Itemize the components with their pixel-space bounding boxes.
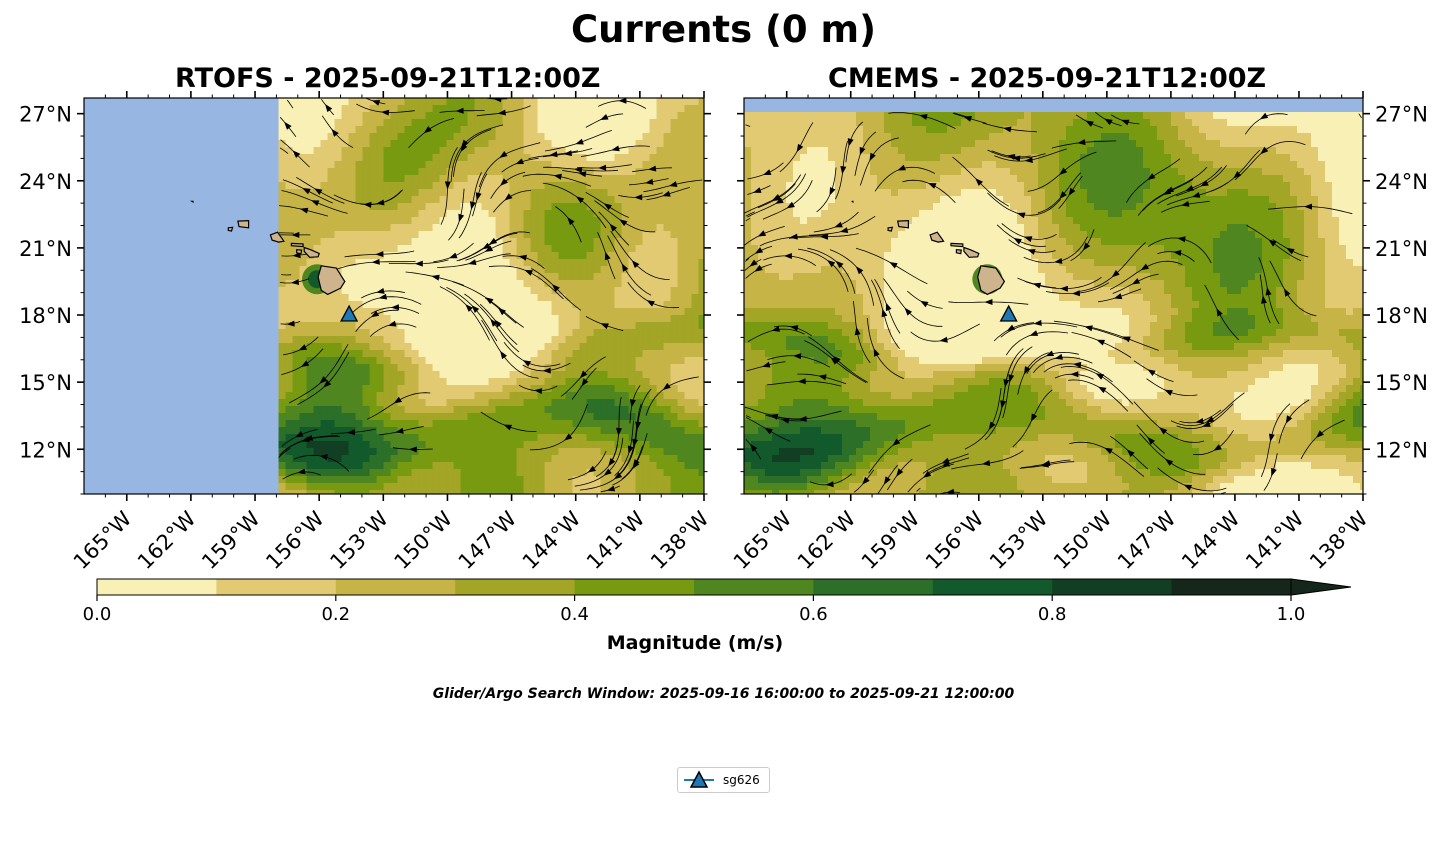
current-magnitude-field — [744, 112, 1363, 494]
map-frame — [743, 97, 1364, 495]
island-kauai — [237, 219, 250, 229]
island-molokai — [290, 242, 304, 248]
rtofs-map-panel: 165°W162°W159°W156°W153°W150°W147°W144°W… — [19, 91, 714, 574]
map-area — [744, 98, 1363, 494]
island-niihau — [887, 226, 894, 232]
lon-tick-label: 150°W — [1049, 506, 1117, 574]
island-kauai — [896, 219, 910, 229]
lat-tick-label: 27°N — [1375, 103, 1428, 127]
colorbar-segment — [1171, 579, 1292, 595]
colorbar-segment — [335, 579, 456, 595]
glider-sg626-marker — [999, 304, 1018, 322]
lat-tick-label: 24°N — [1375, 170, 1428, 194]
map-area — [84, 98, 704, 494]
colorbar-tick-label: 0.2 — [321, 604, 351, 625]
colorbar-segment — [1052, 579, 1173, 595]
colorbar-segment — [694, 579, 814, 595]
lat-tick-label: 21°N — [1375, 237, 1428, 261]
island-lanai — [955, 249, 962, 255]
island-niihau — [227, 226, 234, 232]
glider-legend-marker-icon — [689, 770, 709, 788]
hawaiian-islands — [851, 200, 1006, 296]
magnitude-colorbar — [96, 578, 1352, 601]
lon-tick-label: 153°W — [325, 506, 393, 574]
lat-tick-label: 12°N — [1375, 438, 1428, 462]
island-nihoa — [851, 200, 854, 204]
lon-tick-label: 147°W — [1113, 506, 1181, 574]
lon-tick-label: 159°W — [857, 506, 925, 574]
lon-tick-label: 144°W — [518, 506, 586, 574]
hawaiian-islands — [189, 200, 346, 296]
search-window-text: Glider/Argo Search Window: 2025-09-16 16… — [432, 686, 1015, 702]
colorbar-tick-label: 0.0 — [82, 604, 112, 625]
lat-tick-label: 15°N — [1375, 371, 1428, 395]
island-hawaii — [317, 265, 346, 296]
island-oahu — [269, 231, 285, 243]
colorbar-label: Magnitude (m/s) — [606, 632, 784, 654]
lon-tick-label: 156°W — [261, 506, 329, 574]
colorbar-tick-label: 0.8 — [1037, 604, 1067, 625]
island-lanai — [296, 249, 303, 255]
island-maui — [963, 246, 980, 258]
lon-tick-label: 141°W — [582, 506, 650, 574]
map-frame — [83, 97, 705, 495]
colorbar-tick-label: 0.4 — [560, 604, 589, 625]
lat-tick-label: 21°N — [19, 237, 72, 261]
colorbar-segment — [932, 579, 1053, 595]
lat-tick-label: 27°N — [19, 103, 72, 127]
streamline-arrows — [284, 98, 678, 492]
lon-tick-label: 141°W — [1241, 506, 1309, 574]
lat-tick-label: 18°N — [1375, 304, 1428, 328]
island-hawaii — [977, 265, 1006, 296]
lon-tick-label: 144°W — [1177, 506, 1245, 574]
cmems-panel-title: CMEMS - 2025-09-21T12:00Z — [828, 63, 1267, 94]
rtofs-panel-title: RTOFS - 2025-09-21T12:00Z — [175, 63, 601, 94]
axis-ticks — [737, 91, 1370, 501]
lat-tick-label: 15°N — [19, 371, 72, 395]
legend: sg626 — [677, 767, 770, 793]
lat-tick-label: 12°N — [19, 438, 72, 462]
figure-title: Currents (0 m) — [570, 8, 876, 51]
colorbar-segment — [97, 579, 217, 595]
glider-sg626-marker — [340, 304, 359, 322]
colorbar-frame — [96, 578, 1292, 596]
legend-glider-label: sg626 — [723, 773, 760, 787]
lon-tick-label: 162°W — [133, 506, 201, 574]
lon-tick-label: 153°W — [985, 506, 1053, 574]
island-nihoa — [189, 200, 194, 204]
colorbar-segment — [455, 579, 576, 595]
current-magnitude-field — [278, 98, 704, 494]
colorbar-segment — [216, 579, 337, 595]
colorbar-extend-arrow — [1290, 578, 1352, 596]
colorbar-tick-label: 1.0 — [1276, 604, 1306, 625]
cmems-map-panel: 165°W162°W159°W156°W153°W150°W147°W144°W… — [729, 91, 1428, 574]
streamline-arrows — [749, 112, 1324, 494]
lon-tick-label: 156°W — [921, 506, 989, 574]
axis-ticks — [77, 91, 711, 501]
lon-tick-label: 138°W — [646, 506, 714, 574]
lon-tick-label: 147°W — [454, 506, 522, 574]
lon-tick-label: 138°W — [1305, 506, 1373, 574]
lon-tick-label: 165°W — [729, 506, 797, 574]
lat-tick-label: 18°N — [19, 304, 72, 328]
colorbar-segment — [574, 579, 695, 595]
island-molokai — [950, 242, 964, 248]
colorbar-segment — [813, 579, 934, 595]
lon-tick-label: 150°W — [390, 506, 458, 574]
lon-tick-label: 165°W — [69, 506, 137, 574]
island-oahu — [929, 231, 945, 243]
island-maui — [303, 246, 320, 258]
lon-tick-label: 162°W — [793, 506, 861, 574]
colorbar-tick-label: 0.6 — [799, 604, 828, 625]
lat-tick-label: 24°N — [19, 170, 72, 194]
lon-tick-label: 159°W — [197, 506, 265, 574]
